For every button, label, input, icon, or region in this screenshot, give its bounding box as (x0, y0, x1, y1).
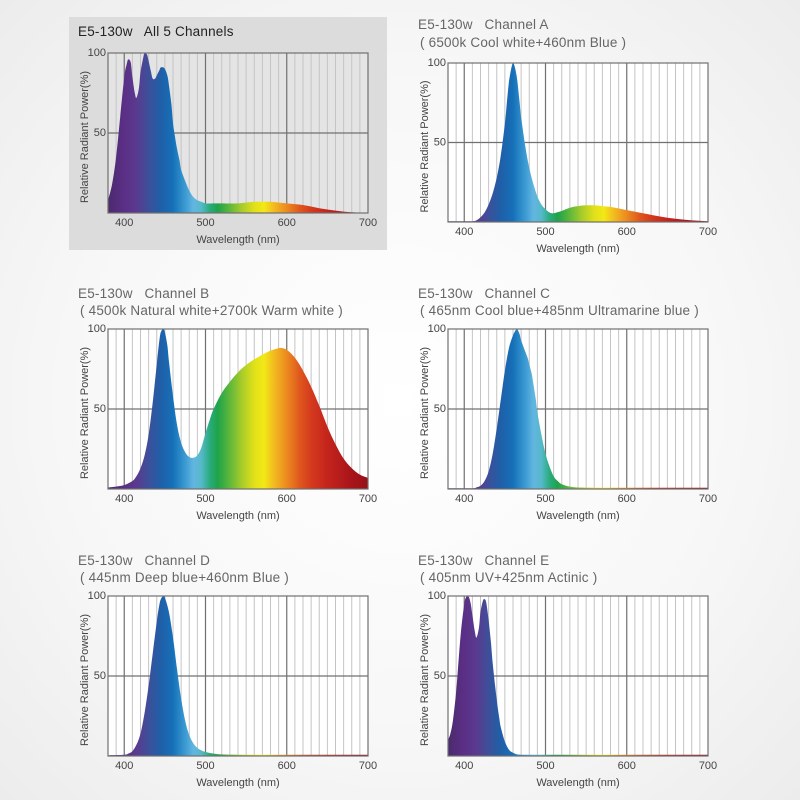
chart-subtitle: ( 6500k Cool white+460nm Blue ) (420, 35, 627, 50)
y-tick-label: 50 (94, 127, 106, 139)
x-axis-label: Wavelength (nm) (196, 510, 279, 522)
y-axis-label: Relative Radiant Power(%) (419, 614, 431, 746)
chart-title: E5-130w All 5 Channels (78, 24, 234, 39)
x-tick-label: 500 (536, 493, 554, 505)
y-tick-label: 50 (94, 670, 106, 682)
y-tick-label: 50 (434, 670, 446, 682)
x-tick-label: 600 (618, 760, 636, 772)
x-axis-label: Wavelength (nm) (196, 777, 279, 789)
x-axis-label: Wavelength (nm) (196, 234, 279, 246)
x-tick-label: 700 (359, 217, 377, 229)
x-tick-label: 700 (359, 493, 377, 505)
chart-title: E5-130w Channel B (78, 286, 210, 301)
spectrum-area (448, 596, 708, 756)
x-tick-label: 500 (196, 217, 214, 229)
x-tick-label: 400 (455, 760, 473, 772)
chart-subtitle: ( 465nm Cool blue+485nm Ultramarine blue… (420, 303, 699, 318)
y-tick-label: 100 (88, 590, 106, 602)
x-tick-label: 700 (359, 760, 377, 772)
x-tick-label: 600 (278, 493, 296, 505)
x-tick-label: 600 (278, 760, 296, 772)
x-tick-label: 500 (196, 493, 214, 505)
x-tick-label: 400 (455, 493, 473, 505)
chart-subtitle: ( 405nm UV+425nm Actinic ) (420, 570, 598, 585)
y-tick-label: 100 (428, 57, 446, 69)
chart-title: E5-130w Channel C (418, 286, 551, 301)
x-tick-label: 700 (699, 493, 717, 505)
spectrum-area (108, 52, 368, 213)
chart-title: E5-130w Channel D (78, 553, 211, 568)
spectrum-area (448, 328, 708, 489)
chart-title: E5-130w Channel E (418, 553, 550, 568)
y-axis-label: Relative Radiant Power(%) (79, 71, 91, 203)
y-axis-label: Relative Radiant Power(%) (419, 80, 431, 212)
y-axis-label: Relative Radiant Power(%) (79, 347, 91, 479)
plot-frame (447, 328, 709, 490)
y-tick-label: 100 (428, 590, 446, 602)
y-tick-label: 50 (434, 403, 446, 415)
x-tick-label: 500 (536, 760, 554, 772)
x-tick-label: 400 (115, 493, 133, 505)
spectrum-area (108, 329, 368, 489)
x-tick-label: 700 (699, 760, 717, 772)
y-axis-label: Relative Radiant Power(%) (79, 614, 91, 746)
spectrum-area (108, 595, 368, 756)
plot-frame (107, 328, 369, 490)
plot-frame (447, 595, 709, 757)
x-tick-label: 500 (196, 760, 214, 772)
y-axis-label: Relative Radiant Power(%) (419, 347, 431, 479)
x-tick-label: 400 (115, 760, 133, 772)
y-tick-label: 100 (88, 323, 106, 335)
y-tick-label: 50 (434, 137, 446, 149)
chart-subtitle: ( 445nm Deep blue+460nm Blue ) (80, 570, 290, 585)
y-tick-label: 100 (88, 47, 106, 59)
chart-title: E5-130w Channel A (418, 17, 549, 32)
x-tick-label: 500 (536, 226, 554, 238)
y-tick-label: 100 (428, 323, 446, 335)
x-tick-label: 700 (699, 226, 717, 238)
x-tick-label: 600 (618, 226, 636, 238)
x-axis-label: Wavelength (nm) (536, 243, 619, 255)
x-axis-label: Wavelength (nm) (536, 777, 619, 789)
x-tick-label: 600 (618, 493, 636, 505)
chart-subtitle: ( 4500k Natural white+2700k Warm white ) (80, 303, 343, 318)
x-tick-label: 600 (278, 217, 296, 229)
x-tick-label: 400 (115, 217, 133, 229)
plot-frame (447, 62, 709, 223)
spectrum-area (448, 62, 708, 223)
x-axis-label: Wavelength (nm) (536, 510, 619, 522)
x-tick-label: 400 (455, 226, 473, 238)
y-tick-label: 50 (94, 403, 106, 415)
plot-frame (107, 52, 369, 214)
plot-frame (107, 595, 369, 757)
